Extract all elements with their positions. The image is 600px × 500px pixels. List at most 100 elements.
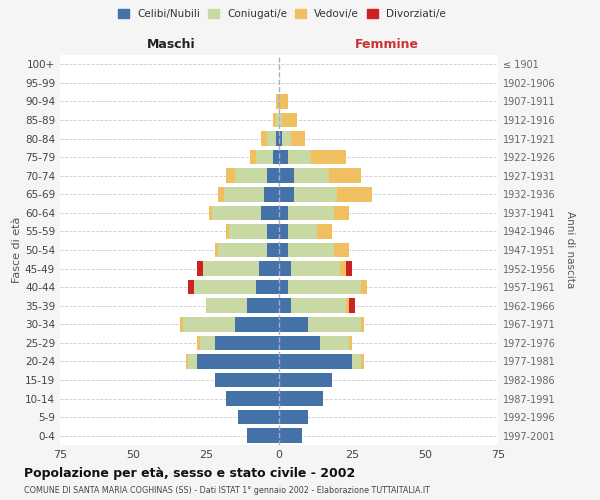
Bar: [194, 280, 279, 294]
Bar: [194, 280, 279, 294]
Bar: [279, 206, 349, 220]
Bar: [268, 243, 279, 257]
Bar: [235, 168, 279, 183]
Bar: [279, 298, 355, 313]
Bar: [265, 187, 279, 202]
Bar: [203, 262, 279, 276]
Bar: [226, 392, 279, 406]
Bar: [279, 428, 302, 443]
Bar: [279, 206, 334, 220]
Bar: [273, 113, 279, 127]
Bar: [279, 150, 346, 164]
Bar: [279, 224, 288, 238]
Bar: [279, 206, 288, 220]
Bar: [279, 150, 288, 164]
Bar: [276, 132, 279, 146]
Bar: [215, 243, 279, 257]
Bar: [226, 168, 279, 183]
Bar: [276, 94, 279, 108]
Bar: [200, 336, 279, 350]
Bar: [279, 187, 373, 202]
Bar: [215, 373, 279, 387]
Bar: [279, 262, 352, 276]
Y-axis label: Fasce di età: Fasce di età: [12, 217, 22, 283]
Bar: [215, 336, 279, 350]
Bar: [250, 150, 279, 164]
Bar: [279, 187, 293, 202]
Bar: [215, 243, 279, 257]
Bar: [262, 206, 279, 220]
Bar: [279, 206, 349, 220]
Bar: [279, 373, 332, 387]
Bar: [206, 298, 279, 313]
Bar: [279, 298, 346, 313]
Bar: [279, 224, 317, 238]
Bar: [279, 94, 288, 108]
Bar: [273, 150, 279, 164]
Y-axis label: Anni di nascita: Anni di nascita: [565, 212, 575, 288]
Bar: [279, 280, 367, 294]
Legend: Celibi/Nubili, Coniugati/e, Vedovi/e, Divorziati/e: Celibi/Nubili, Coniugati/e, Vedovi/e, Di…: [114, 5, 450, 24]
Bar: [279, 354, 352, 368]
Bar: [209, 206, 279, 220]
Bar: [279, 373, 332, 387]
Bar: [279, 410, 308, 424]
Bar: [226, 224, 279, 238]
Bar: [279, 280, 288, 294]
Bar: [273, 113, 279, 127]
Bar: [279, 410, 308, 424]
Bar: [279, 354, 364, 368]
Bar: [247, 428, 279, 443]
Bar: [279, 187, 373, 202]
Bar: [279, 150, 311, 164]
Bar: [276, 113, 279, 127]
Bar: [203, 262, 279, 276]
Bar: [226, 224, 279, 238]
Bar: [259, 262, 279, 276]
Bar: [218, 187, 279, 202]
Bar: [197, 336, 279, 350]
Bar: [279, 317, 364, 332]
Bar: [279, 113, 282, 127]
Bar: [279, 243, 334, 257]
Bar: [256, 280, 279, 294]
Bar: [279, 392, 323, 406]
Bar: [226, 392, 279, 406]
Bar: [262, 132, 279, 146]
Bar: [279, 243, 349, 257]
Bar: [279, 150, 346, 164]
Bar: [279, 132, 282, 146]
Bar: [212, 206, 279, 220]
Bar: [238, 410, 279, 424]
Bar: [238, 410, 279, 424]
Bar: [279, 94, 288, 108]
Bar: [279, 262, 340, 276]
Bar: [276, 94, 279, 108]
Bar: [279, 336, 349, 350]
Bar: [180, 317, 279, 332]
Bar: [215, 373, 279, 387]
Bar: [218, 243, 279, 257]
Bar: [262, 132, 279, 146]
Bar: [279, 336, 320, 350]
Bar: [182, 317, 279, 332]
Bar: [279, 373, 332, 387]
Bar: [185, 354, 279, 368]
Bar: [279, 280, 361, 294]
Bar: [279, 428, 302, 443]
Bar: [279, 410, 308, 424]
Bar: [185, 354, 279, 368]
Text: Femmine: Femmine: [355, 38, 419, 52]
Bar: [226, 392, 279, 406]
Bar: [279, 280, 367, 294]
Bar: [180, 317, 279, 332]
Bar: [279, 428, 302, 443]
Bar: [268, 132, 279, 146]
Bar: [279, 354, 364, 368]
Bar: [279, 168, 329, 183]
Bar: [268, 224, 279, 238]
Bar: [279, 224, 332, 238]
Bar: [238, 410, 279, 424]
Text: Popolazione per età, sesso e stato civile - 2002: Popolazione per età, sesso e stato civil…: [24, 468, 355, 480]
Bar: [279, 262, 290, 276]
